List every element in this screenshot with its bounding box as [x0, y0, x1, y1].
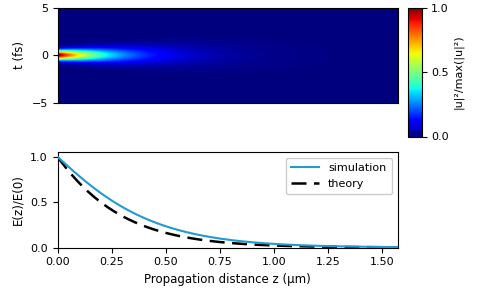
- theory: [394, 245, 400, 249]
- theory: [166, 232, 172, 235]
- theory: [96, 199, 102, 202]
- simulation: [300, 244, 306, 247]
- simulation: [54, 155, 60, 159]
- Y-axis label: |u|²/max(|u|²): |u|²/max(|u|²): [453, 35, 464, 109]
- simulation: [394, 245, 400, 249]
- Line: theory: theory: [58, 157, 398, 247]
- theory: [302, 244, 308, 248]
- theory: [300, 244, 306, 248]
- Legend: simulation, theory: simulation, theory: [286, 158, 392, 194]
- X-axis label: Propagation distance z (μm): Propagation distance z (μm): [144, 273, 311, 286]
- simulation: [302, 244, 308, 247]
- theory: [268, 244, 274, 247]
- Y-axis label: E(z)/E(0): E(z)/E(0): [12, 174, 24, 225]
- simulation: [268, 242, 274, 245]
- simulation: [166, 225, 172, 229]
- theory: [189, 237, 195, 240]
- Line: simulation: simulation: [58, 157, 398, 247]
- Y-axis label: t (fs): t (fs): [13, 41, 26, 69]
- theory: [54, 155, 60, 159]
- simulation: [96, 190, 102, 193]
- simulation: [189, 232, 195, 235]
